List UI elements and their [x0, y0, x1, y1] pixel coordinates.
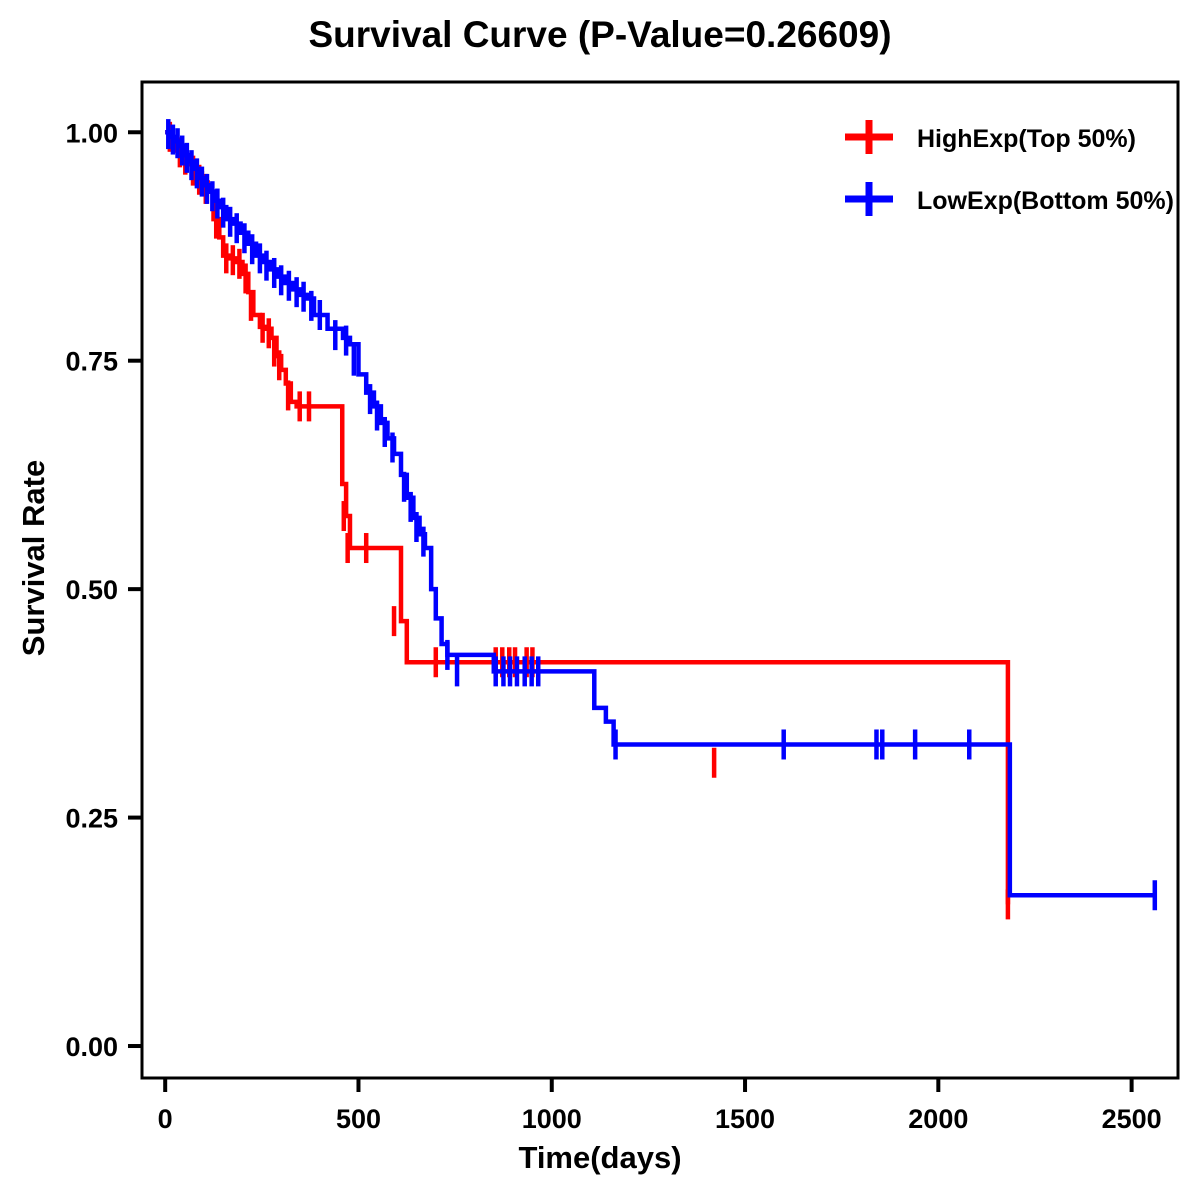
plot-frame: [140, 80, 1180, 1080]
y-tick-label: 0.75: [65, 347, 118, 377]
y-tick-label: 0.50: [65, 575, 118, 605]
x-tick-label: 0: [158, 1104, 173, 1134]
x-axis-ticks: 0 500 1000 1500 2000 2500: [158, 1078, 1162, 1134]
series-lowexp: [165, 119, 1158, 911]
x-axis-title: Time(days): [518, 1140, 682, 1175]
y-tick-label: 0.00: [65, 1032, 118, 1062]
y-axis-ticks: 0.00 0.25 0.50 0.75 1.00: [65, 118, 142, 1062]
chart-title: Survival Curve (P-Value=0.26609): [308, 14, 892, 55]
plot-background: [142, 82, 1178, 1078]
legend-label: LowExp(Bottom 50%): [917, 187, 1174, 215]
legend-item-lowexp[interactable]: LowExp(Bottom 50%): [845, 182, 1174, 216]
legend-item-highexp[interactable]: HighExp(Top 50%): [845, 120, 1136, 154]
legend-label: HighExp(Top 50%): [917, 125, 1136, 153]
y-tick-label: 0.25: [65, 804, 118, 834]
series-container: [165, 119, 1158, 920]
y-tick-label: 1.00: [65, 118, 118, 148]
chart-legend[interactable]: HighExp(Top 50%) LowExp(Bottom 50%): [845, 120, 1174, 216]
x-tick-label: 2000: [908, 1104, 968, 1134]
x-tick-label: 1500: [715, 1104, 775, 1134]
x-tick-label: 500: [336, 1104, 381, 1134]
x-tick-label: 1000: [522, 1104, 582, 1134]
x-tick-label: 2500: [1102, 1104, 1162, 1134]
